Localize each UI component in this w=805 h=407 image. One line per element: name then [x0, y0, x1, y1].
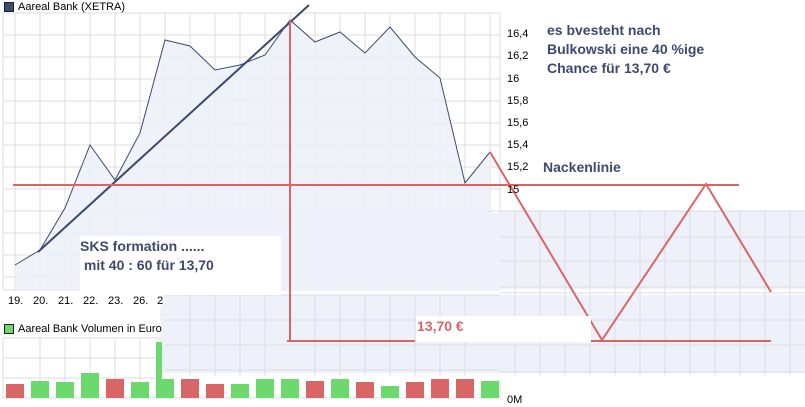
- xtick-26: 26.: [133, 295, 149, 307]
- target-price-label: 13,70 €: [417, 318, 464, 334]
- xtick-23: 23.: [108, 295, 124, 307]
- projection-path: [489, 151, 772, 342]
- bulkowski-note-line-3: Chance für 13,70 €: [547, 60, 671, 76]
- volume-legend-swatch: [4, 324, 14, 334]
- xtick-20: 20.: [33, 295, 49, 307]
- volume-bars: [6, 342, 499, 398]
- sks-note-line-1: SKS formation ......: [80, 238, 205, 254]
- xtick-21: 21.: [58, 295, 74, 307]
- bulkowski-note-line-1: es bvesteht nach: [547, 22, 661, 38]
- ytick-15: 15: [507, 184, 520, 196]
- price-legend-swatch: [4, 2, 14, 12]
- price-line: [14, 19, 491, 266]
- volume-legend-strip: [3, 322, 161, 336]
- red-annotations: [13, 20, 772, 342]
- price-legend: Aareal Bank (XETRA): [4, 1, 125, 13]
- sks-note-line-2: mit 40 : 60 für 13,70: [80, 257, 214, 273]
- target-price-box: 13,70 €: [416, 316, 591, 342]
- trend-line: [37, 4, 310, 253]
- ytick-15-6: 15,6: [507, 117, 529, 129]
- volume-plot-area: [2, 337, 501, 399]
- projection-area: [160, 210, 805, 376]
- ytick-15-8: 15,8: [507, 95, 529, 107]
- price-legend-label: Aareal Bank (XETRA): [18, 1, 125, 13]
- ytick-16-2: 16,2: [507, 50, 529, 62]
- volume-legend: Aareal Bank Volumen in Euro: [4, 323, 162, 335]
- bulkowski-note: es bvesteht nach Bulkowski eine 40 %ige …: [547, 21, 704, 78]
- xtick-19: 19.: [8, 295, 24, 307]
- xtick-27-partial: 2: [157, 295, 164, 307]
- xtick-22: 22.: [83, 295, 99, 307]
- volume-ytick-0m: 0M: [507, 394, 523, 406]
- ytick-16: 16: [507, 73, 520, 85]
- sks-note-box: SKS formation ...... mit 40 : 60 für 13,…: [80, 236, 281, 295]
- ytick-15-2: 15,2: [507, 161, 529, 173]
- volume-legend-label: Aareal Bank Volumen in Euro: [18, 323, 162, 335]
- bulkowski-note-line-2: Bulkowski eine 40 %ige: [547, 41, 705, 57]
- x-axis-strip: [3, 292, 161, 308]
- ytick-15-4: 15,4: [507, 139, 529, 151]
- neckline-label: Nackenlinie: [543, 159, 621, 175]
- ytick-16-4: 16,4: [507, 28, 529, 40]
